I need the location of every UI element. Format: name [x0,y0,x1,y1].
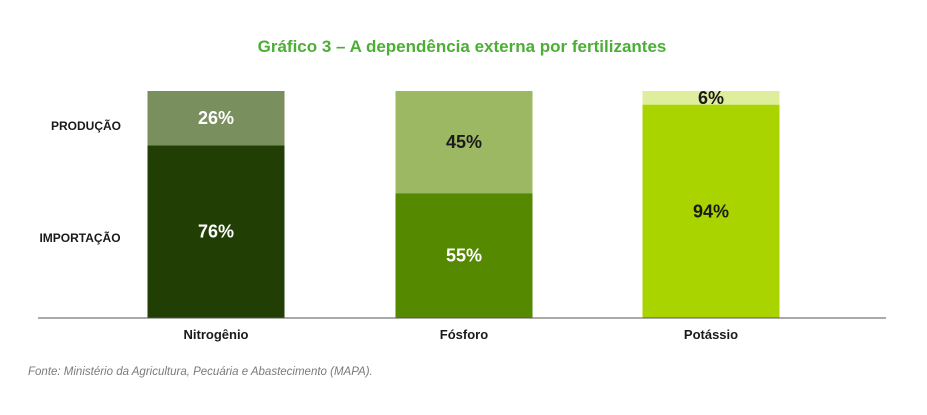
data-label-fosforo-segment-1: 45% [446,132,482,152]
data-label-fosforo-segment-0: 55% [446,246,482,266]
data-label-nitrogenio-segment-1: 26% [198,108,234,128]
data-label-potassio-segment-0: 94% [693,201,729,221]
bar-potassio-segment-0 [642,104,780,319]
row-label-producao: PRODUÇÃO [51,118,121,133]
bar-fosforo-segment-0 [395,193,533,318]
bar-fosforo-segment-1 [395,91,533,194]
category-label-potassio: Potássio [684,327,738,342]
data-label-potassio-segment-1: 6% [698,88,724,108]
category-label-nitrogenio: Nitrogênio [184,327,249,342]
category-label-fosforo: Fósforo [440,327,488,342]
bars-group: 76% 26% 55% 45% 94% 6% [147,88,780,319]
bar-nitrogenio-segment-1 [147,91,285,146]
source-note: Fonte: Ministério da Agricultura, Pecuár… [28,366,373,378]
bar-potassio-segment-1 [642,91,780,105]
bar-nitrogenio-segment-0 [147,145,285,318]
chart-title: Gráfico 3 – A dependência externa por fe… [258,37,667,56]
category-labels: Nitrogênio Fósforo Potássio [184,327,739,342]
data-label-nitrogenio-segment-0: 76% [198,222,234,242]
row-label-importacao: IMPORTAÇÃO [39,230,120,245]
